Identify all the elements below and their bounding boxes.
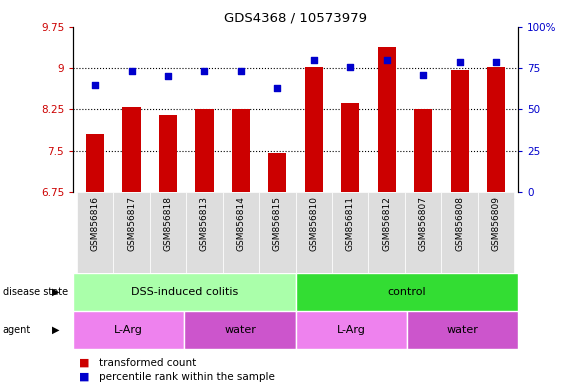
Bar [268,154,287,192]
Bar [77,192,113,273]
Bar [185,311,296,349]
Point [236,68,245,74]
Bar [305,66,323,192]
Point [273,85,282,91]
Bar [122,107,141,192]
Text: water: water [446,325,479,335]
Bar [222,192,259,273]
Text: GSM856818: GSM856818 [163,196,172,251]
Bar [369,192,405,273]
Bar [150,192,186,273]
Bar [341,103,359,192]
Point [491,58,501,65]
Bar [296,273,518,311]
Bar [195,109,213,192]
Text: ▶: ▶ [52,287,59,297]
Text: GSM856810: GSM856810 [309,196,318,251]
Bar [232,109,250,192]
Point [91,82,100,88]
Point [455,58,464,65]
Bar [332,192,369,273]
Text: GSM856808: GSM856808 [455,196,464,251]
Point [127,68,136,74]
Text: GSM856812: GSM856812 [382,196,391,251]
Point [200,68,209,74]
Point [309,57,318,63]
Text: disease state: disease state [3,287,68,297]
Bar [159,115,177,192]
Text: GSM856815: GSM856815 [273,196,282,251]
Text: GSM856813: GSM856813 [200,196,209,251]
Text: GSM856807: GSM856807 [419,196,428,251]
Text: GSM856811: GSM856811 [346,196,355,251]
Text: ■: ■ [79,358,90,368]
Bar [73,273,296,311]
Text: DSS-induced colitis: DSS-induced colitis [131,287,238,297]
Bar [296,311,406,349]
Bar [478,192,515,273]
Text: L-Arg: L-Arg [337,325,365,335]
Text: agent: agent [3,325,31,335]
Point [163,73,172,79]
Bar [378,47,396,192]
Text: L-Arg: L-Arg [114,325,143,335]
Bar [405,192,441,273]
Text: transformed count: transformed count [99,358,196,368]
Point [346,63,355,70]
Text: water: water [224,325,256,335]
Text: GSM856814: GSM856814 [236,196,245,251]
Text: ▶: ▶ [52,325,59,335]
Bar [259,192,296,273]
Bar [414,109,432,192]
Bar [406,311,518,349]
Bar [296,192,332,273]
Bar [441,192,478,273]
Bar [450,70,469,192]
Text: GSM856817: GSM856817 [127,196,136,251]
Title: GDS4368 / 10573979: GDS4368 / 10573979 [224,11,367,24]
Text: GSM856809: GSM856809 [491,196,501,251]
Point [382,57,391,63]
Text: GSM856816: GSM856816 [91,196,100,251]
Bar [86,134,104,192]
Bar [186,192,222,273]
Point [419,72,428,78]
Text: ■: ■ [79,372,90,382]
Bar [487,66,505,192]
Bar [73,311,185,349]
Text: percentile rank within the sample: percentile rank within the sample [99,372,274,382]
Bar [113,192,150,273]
Text: control: control [387,287,426,297]
